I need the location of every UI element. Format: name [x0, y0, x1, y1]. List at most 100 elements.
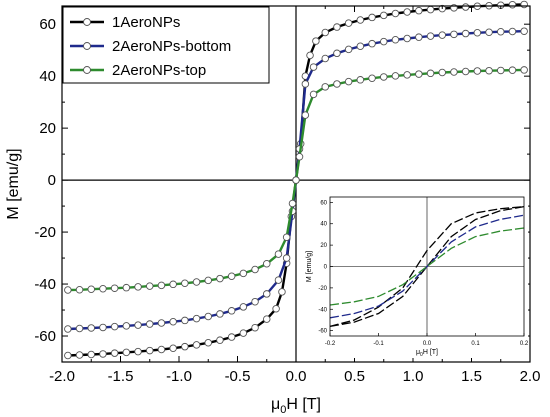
- x-axis-label: μ0H [T]: [271, 396, 321, 416]
- data-point: [426, 5, 435, 14]
- data-point: [122, 322, 131, 330]
- y-tick-label: -60: [34, 328, 56, 345]
- x-tick-label: -0.5: [225, 368, 251, 385]
- data-point: [344, 45, 353, 54]
- data-point: [192, 341, 201, 349]
- data-point: [204, 276, 212, 285]
- data-point: [356, 16, 365, 24]
- inset-x-tick-label: 0.1: [471, 341, 480, 347]
- data-point: [145, 282, 154, 290]
- data-point: [134, 347, 142, 356]
- data-point: [485, 28, 493, 36]
- inset-series-line-3: [329, 227, 525, 306]
- data-point: [64, 286, 72, 294]
- data-point: [508, 0, 517, 9]
- data-point: [99, 323, 107, 332]
- legend-label: 1AeroNPs: [112, 14, 180, 31]
- inset-y-tick-label: 60: [320, 200, 327, 206]
- data-point: [295, 152, 304, 161]
- data-point: [380, 73, 388, 81]
- data-point: [461, 67, 470, 76]
- data-point: [239, 269, 248, 278]
- inset-series-line-1: [329, 205, 525, 328]
- data-point: [239, 303, 248, 311]
- x-tick-label: 1.0: [403, 368, 424, 385]
- data-point: [110, 349, 119, 357]
- data-point: [450, 30, 458, 39]
- data-point: [87, 324, 95, 332]
- data-point: [380, 11, 388, 20]
- inset-background: [304, 188, 528, 358]
- data-point: [145, 346, 154, 355]
- data-point: [520, 27, 528, 35]
- inset-x-axis-label-base: μ: [416, 349, 420, 356]
- data-point: [216, 274, 224, 283]
- data-point: [403, 71, 411, 79]
- data-point: [356, 42, 365, 51]
- data-point: [520, 0, 528, 9]
- data-point: [438, 31, 447, 39]
- data-point: [391, 36, 400, 44]
- data-point: [75, 324, 84, 333]
- x-axis-label-rest: H [T]: [286, 396, 321, 413]
- data-point: [192, 278, 201, 286]
- data-point: [288, 199, 297, 208]
- data-point: [368, 74, 376, 82]
- data-point: [403, 34, 411, 43]
- y-tick-label: 20: [39, 120, 56, 137]
- data-point: [278, 288, 286, 296]
- legend-label: 2AeroNPs-bottom: [112, 38, 231, 55]
- data-point: [263, 260, 271, 268]
- data-point: [110, 284, 119, 292]
- inset-y-tick-label: -60: [318, 329, 327, 335]
- inset-y-tick-label: 0: [324, 265, 328, 271]
- inset-y-axis-label: M [emu/g]: [306, 251, 313, 282]
- inset-x-axis-label: μ0H [T]: [416, 349, 438, 358]
- data-point: [227, 272, 236, 280]
- data-point: [274, 276, 283, 284]
- inset-y-tick-label: -40: [318, 307, 327, 313]
- data-point: [75, 351, 84, 359]
- data-point: [368, 39, 376, 48]
- data-point: [356, 76, 365, 84]
- data-point: [181, 316, 189, 325]
- data-point: [145, 320, 154, 328]
- data-point: [99, 284, 107, 293]
- data-point: [426, 32, 435, 40]
- inset-series-line-2: [329, 214, 525, 319]
- data-point: [450, 68, 458, 76]
- x-tick-label: 0.5: [344, 368, 365, 385]
- data-point: [227, 307, 236, 315]
- data-point: [321, 54, 330, 63]
- data-point: [87, 285, 95, 293]
- data-point: [251, 265, 259, 274]
- data-point: [263, 315, 271, 323]
- data-point: [520, 66, 528, 74]
- data-point: [321, 83, 330, 91]
- x-axis-label-base: μ: [271, 396, 280, 413]
- legend: 1AeroNPs 2AeroNPs-bottom 2AeroNPs-top: [62, 6, 270, 84]
- data-point: [181, 342, 189, 351]
- data-point: [272, 304, 280, 313]
- data-point: [99, 350, 107, 358]
- data-point: [461, 29, 470, 38]
- data-point: [333, 23, 341, 31]
- x-tick-label: -1.5: [108, 368, 134, 385]
- data-point: [122, 348, 131, 357]
- data-point: [309, 90, 318, 99]
- legend-marker: [83, 66, 91, 74]
- x-tick-label: -1.0: [166, 368, 192, 385]
- x-tick-label: -2.0: [49, 368, 75, 385]
- data-point: [391, 72, 400, 80]
- legend-marker: [83, 18, 91, 26]
- y-tick-label: 0: [48, 172, 56, 189]
- x-tick-label: 1.5: [461, 368, 482, 385]
- data-point: [181, 279, 189, 288]
- data-point: [87, 350, 95, 359]
- data-point: [438, 68, 447, 77]
- inset-x-tick-label: -0.1: [373, 341, 384, 347]
- x-tick-label: 2.0: [520, 368, 541, 385]
- data-point: [321, 28, 330, 37]
- data-point: [216, 336, 224, 344]
